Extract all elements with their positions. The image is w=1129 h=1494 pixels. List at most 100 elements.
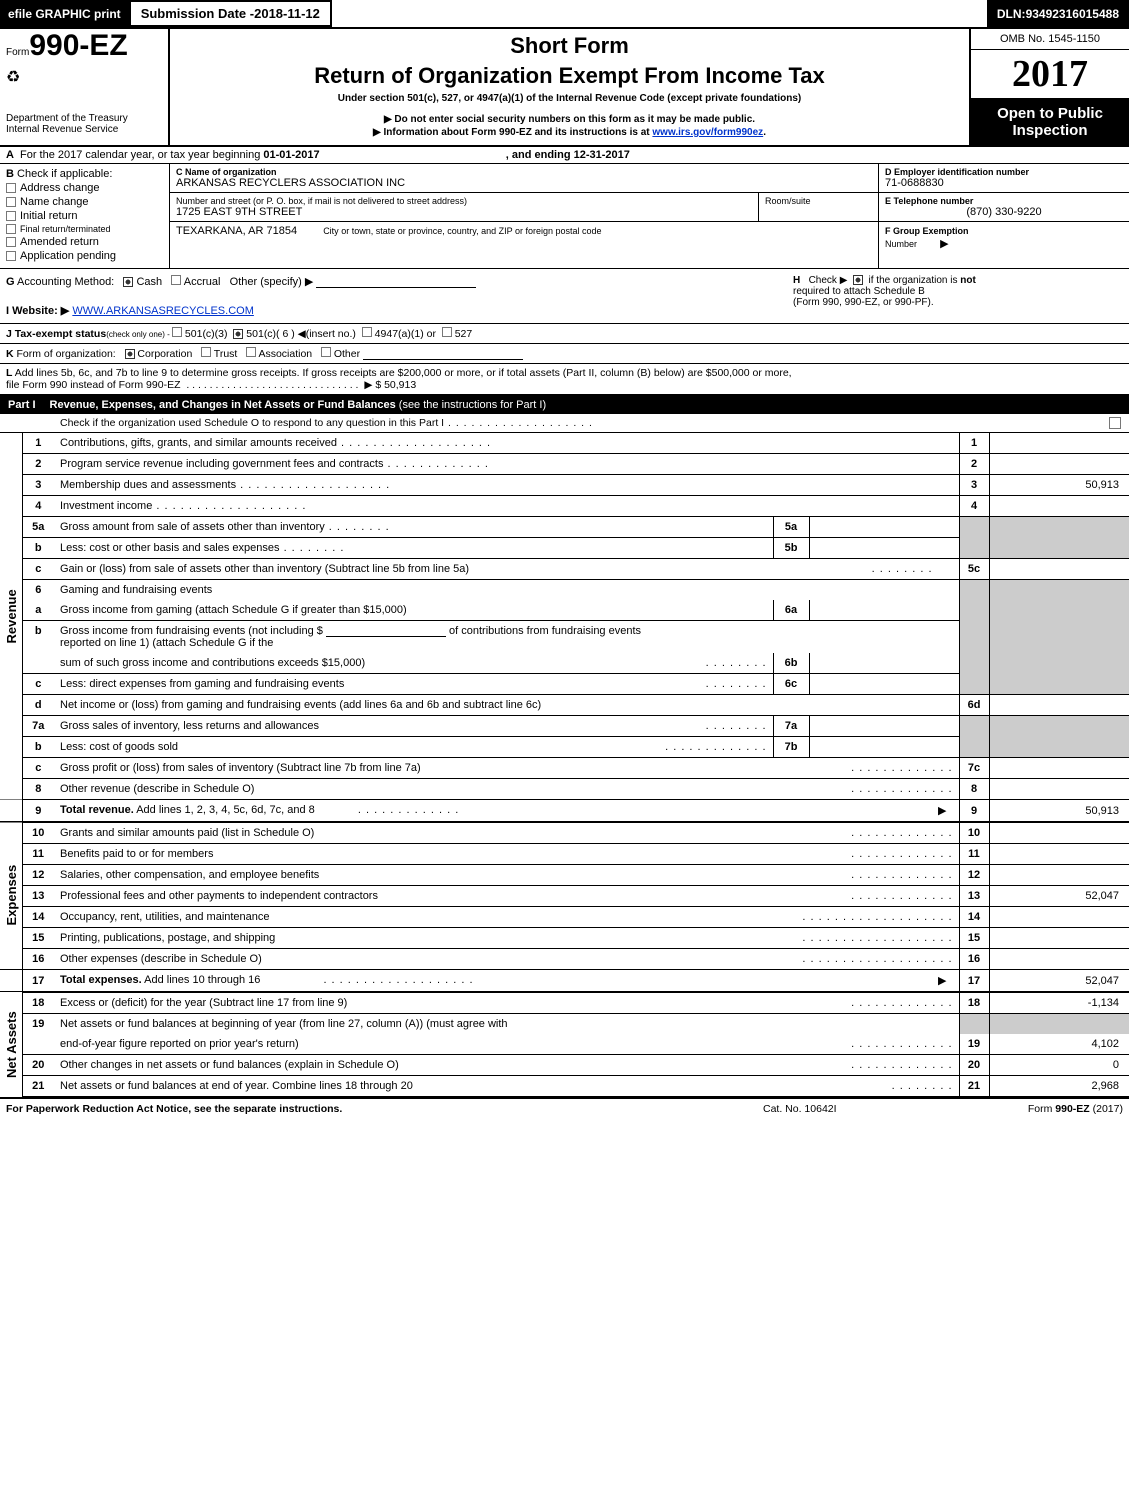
box-d: D Employer identification number 71-0688… bbox=[879, 164, 1129, 193]
desc-text: Other revenue (describe in Schedule O) bbox=[60, 783, 254, 795]
line-desc: Gross sales of inventory, less returns a… bbox=[54, 716, 773, 737]
chk-trust-icon[interactable] bbox=[201, 347, 211, 357]
header-left: Form990-EZ ♻ Department of the Treasury … bbox=[0, 29, 170, 145]
col-def: D Employer identification number 71-0688… bbox=[879, 164, 1129, 268]
shaded-cell bbox=[959, 621, 989, 654]
chk-501c-checked-icon[interactable] bbox=[233, 329, 243, 339]
line-desc: Net income or (loss) from gaming and fun… bbox=[54, 695, 959, 716]
opt-trust: Trust bbox=[214, 348, 238, 360]
desc-text: Other changes in net assets or fund bala… bbox=[60, 1059, 399, 1071]
dots bbox=[851, 848, 952, 860]
line-num: c bbox=[22, 674, 54, 695]
desc-suffix: Add lines 10 through 16 bbox=[142, 974, 261, 986]
mid-num: 7a bbox=[773, 716, 809, 737]
chk-assoc-icon[interactable] bbox=[246, 347, 256, 357]
info-link[interactable]: www.irs.gov/form990ez bbox=[652, 127, 763, 138]
chk-corp-checked-icon[interactable] bbox=[125, 349, 135, 359]
end-val: 52,047 bbox=[989, 970, 1129, 993]
shaded-cell bbox=[989, 716, 1129, 737]
chk-501c3-icon[interactable] bbox=[172, 327, 182, 337]
line-num: 4 bbox=[22, 496, 54, 517]
line-num: 1 bbox=[22, 433, 54, 454]
desc-text: Printing, publications, postage, and shi… bbox=[60, 932, 275, 944]
line-desc: Grants and similar amounts paid (list in… bbox=[54, 822, 959, 844]
chk-final-return[interactable]: Final return/terminated bbox=[6, 224, 163, 234]
chk-4947-icon[interactable] bbox=[362, 327, 372, 337]
footer-form-number: 990-EZ bbox=[1055, 1103, 1089, 1115]
group-exempt-label2: Number bbox=[885, 239, 917, 249]
desc-text: Gross profit or (loss) from sales of inv… bbox=[60, 762, 421, 774]
opt-other-org: Other bbox=[334, 348, 360, 360]
opt-501c: 501(c)( 6 ) ◀(insert no.) bbox=[246, 328, 356, 340]
l-text1: Add lines 5b, 6c, and 7b to line 9 to de… bbox=[15, 367, 792, 379]
label-j: J Tax-exempt status bbox=[6, 328, 106, 340]
chk-name-change[interactable]: Name change bbox=[6, 196, 163, 208]
dots bbox=[358, 804, 459, 816]
chk-initial-return[interactable]: Initial return bbox=[6, 210, 163, 222]
mid-val bbox=[809, 674, 959, 695]
end-val: 4,102 bbox=[989, 1034, 1129, 1055]
end-num: 5c bbox=[959, 559, 989, 580]
other-blank[interactable] bbox=[316, 277, 476, 288]
label-k: K bbox=[6, 348, 14, 360]
label-a: A bbox=[0, 147, 14, 163]
opt-501c3: 501(c)(3) bbox=[185, 328, 228, 340]
desc-text: Other expenses (describe in Schedule O) bbox=[60, 953, 262, 965]
line-desc: Other expenses (describe in Schedule O) bbox=[54, 949, 959, 970]
label-h: H bbox=[793, 275, 800, 286]
mid-val bbox=[809, 653, 959, 674]
box-f: F Group Exemption Number ▶ bbox=[879, 222, 1129, 268]
chk-label: Application pending bbox=[20, 250, 116, 262]
page-footer: For Paperwork Reduction Act Notice, see … bbox=[0, 1098, 1129, 1119]
desc-text: Salaries, other compensation, and employ… bbox=[60, 869, 319, 881]
arrow-icon: ▶ bbox=[940, 238, 948, 250]
label-l: L bbox=[6, 367, 12, 379]
end-num: 3 bbox=[959, 475, 989, 496]
line-num-blank bbox=[22, 653, 54, 674]
chk-527-icon[interactable] bbox=[442, 327, 452, 337]
dots bbox=[802, 932, 952, 944]
side-label-netassets: Net Assets bbox=[0, 992, 22, 1097]
blank-6b[interactable] bbox=[326, 626, 446, 637]
chk-other-icon[interactable] bbox=[321, 347, 331, 357]
line-num: d bbox=[22, 695, 54, 716]
row-gh: G Accounting Method: Cash Accrual Other … bbox=[0, 269, 1129, 324]
subtitle: Under section 501(c), 527, or 4947(a)(1)… bbox=[180, 93, 959, 104]
form-prefix: Form bbox=[6, 47, 29, 58]
end-num: 21 bbox=[959, 1076, 989, 1098]
short-form-title: Short Form bbox=[180, 33, 959, 59]
mid-val bbox=[809, 716, 959, 737]
h-text4: (Form 990, 990-EZ, or 990-PF). bbox=[793, 297, 934, 308]
line-num: 18 bbox=[22, 992, 54, 1014]
side-label-revenue: Revenue bbox=[0, 433, 22, 800]
radio-accrual-icon[interactable] bbox=[171, 275, 181, 285]
ty-end: 12-31-2017 bbox=[574, 149, 630, 161]
h-not: not bbox=[960, 275, 976, 286]
part1-sub-checkbox-icon[interactable] bbox=[1109, 417, 1121, 429]
end-val: 50,913 bbox=[989, 475, 1129, 496]
shaded-cell bbox=[959, 674, 989, 695]
street-value: 1725 EAST 9TH STREET bbox=[176, 206, 752, 218]
chk-application-pending[interactable]: Application pending bbox=[6, 250, 163, 262]
website-link[interactable]: WWW.ARKANSASRECYCLES.COM bbox=[72, 305, 254, 317]
dept-treasury: Department of the Treasury bbox=[6, 113, 162, 124]
side-label-expenses: Expenses bbox=[0, 822, 22, 970]
h-text1: Check ▶ bbox=[809, 275, 848, 286]
end-num: 9 bbox=[959, 800, 989, 823]
group-exempt-label: F Group Exemption bbox=[885, 226, 969, 236]
part1-subline: Check if the organization used Schedule … bbox=[0, 414, 1129, 433]
desc-text: Benefits paid to or for members bbox=[60, 848, 213, 860]
dots bbox=[706, 720, 767, 732]
radio-cash-checked-icon[interactable] bbox=[123, 277, 133, 287]
line-num: 16 bbox=[22, 949, 54, 970]
line-num: 20 bbox=[22, 1055, 54, 1076]
line-num: 15 bbox=[22, 928, 54, 949]
chk-address-change[interactable]: Address change bbox=[6, 182, 163, 194]
chk-amended-return[interactable]: Amended return bbox=[6, 236, 163, 248]
line-desc: sum of such gross income and contributio… bbox=[54, 653, 773, 674]
chk-h-icon[interactable] bbox=[853, 275, 863, 285]
label-b: B bbox=[6, 168, 14, 180]
mid-val bbox=[809, 538, 959, 559]
other-org-blank[interactable] bbox=[363, 349, 523, 360]
line-desc: Less: direct expenses from gaming and fu… bbox=[54, 674, 773, 695]
